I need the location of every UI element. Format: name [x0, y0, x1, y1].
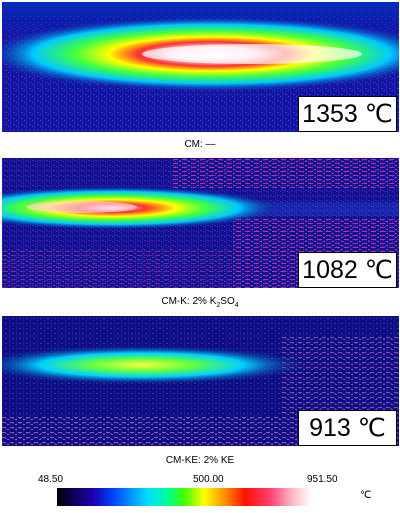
thermal-image-panel-1: 1353 ℃: [2, 2, 399, 132]
caption-chem: K: [209, 296, 217, 307]
panel-caption: CM-K: 2% K2SO4: [0, 296, 400, 309]
temperature-label: 913 ℃: [298, 410, 397, 446]
caption-subscript-2: 4: [234, 302, 239, 309]
caption-chem-after: SO: [220, 296, 235, 307]
temperature-colorbar: [57, 488, 311, 506]
temperature-label: 1353 ℃: [298, 96, 397, 132]
panel-caption: CM-KE: 2% KE: [0, 455, 400, 466]
caption-text: CM-K: 2%: [161, 296, 210, 307]
thermal-image-panel-3: 913 ℃: [2, 316, 399, 446]
panel-caption: CM: —: [0, 139, 400, 150]
caption-text: CM-KE: 2% KE: [165, 455, 235, 466]
scale-unit-label: ℃: [360, 490, 372, 501]
scale-min-label: 48.50: [38, 474, 64, 485]
caption-text: CM: —: [184, 139, 216, 150]
scale-max-label: 951.50: [307, 474, 338, 485]
temperature-label: 1082 ℃: [298, 252, 397, 288]
scale-mid-label: 500.00: [193, 474, 224, 485]
thermal-image-panel-2: 1082 ℃: [2, 158, 399, 288]
caption-subscript: 2: [216, 302, 221, 309]
